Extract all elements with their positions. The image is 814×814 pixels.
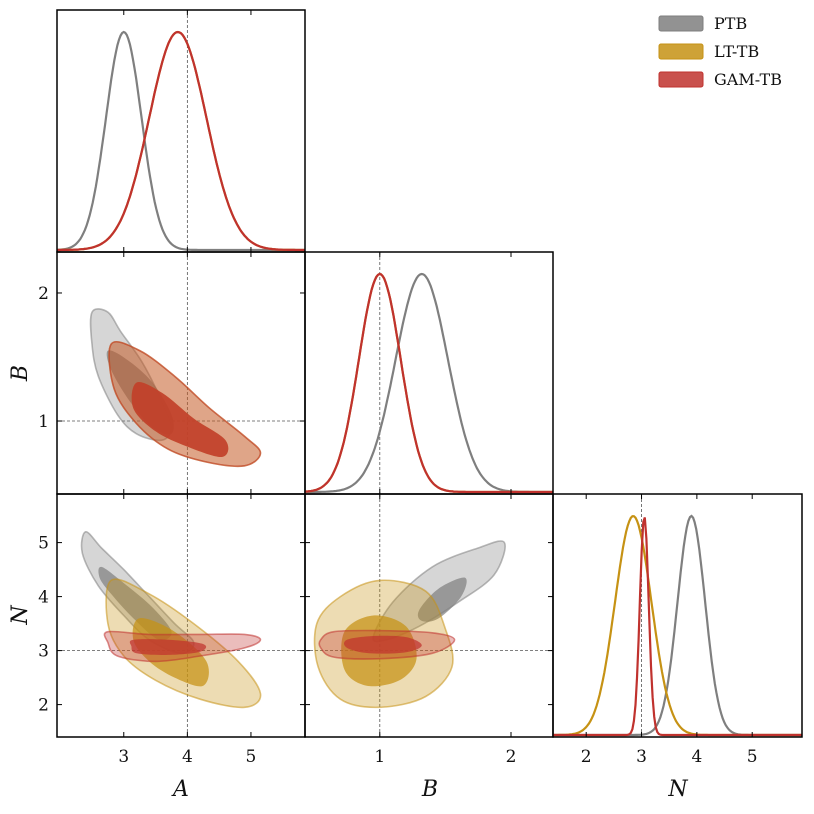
guides-B-vs-A	[57, 252, 305, 494]
guides-N-vs-A	[57, 494, 305, 737]
y-tick-label-N-2: 2	[38, 696, 49, 716]
legend-label-gamtb: GAM-TB	[714, 70, 782, 89]
marginal-gamtb-B	[304, 272, 553, 494]
marginal-ptb-N	[553, 514, 802, 737]
marginal-gamtb-A	[57, 30, 305, 252]
x-tick-label-B-2: 2	[506, 747, 517, 767]
contour-inner-gamtb-A-B	[131, 382, 229, 457]
y-tick-label-B-2: 2	[38, 284, 49, 304]
marginal-lttb-A	[57, 30, 305, 252]
fills-N-vs-B	[313, 540, 506, 709]
legend-swatch-ptb	[658, 15, 704, 32]
panel-B-vs-A	[56, 251, 306, 495]
y-tick-label-B-1: 1	[38, 412, 49, 432]
tick-marks	[57, 10, 753, 737]
x-tick-label-B-1: 1	[374, 747, 385, 767]
axis-label-A-x: A	[171, 777, 189, 802]
panel-B-marginal	[304, 251, 554, 495]
legend-label-ptb: PTB	[714, 14, 747, 33]
marginal-gamtb-N	[553, 517, 802, 737]
marginal-lttb-N	[553, 515, 802, 737]
marginal-lttb-B	[304, 272, 553, 494]
marginal-ptb-B	[305, 272, 553, 494]
axis-label-B-y: B	[8, 365, 33, 382]
x-tick-label-N-4: 4	[691, 747, 702, 767]
x-tick-label-A-3: 3	[118, 747, 129, 767]
panel-N-marginal	[552, 493, 803, 738]
contour-inner-gamtb-B-N	[343, 635, 422, 654]
panel-N-vs-B	[304, 493, 554, 738]
x-tick-label-N-3: 3	[636, 747, 647, 767]
panel-A-marginal	[56, 9, 306, 253]
x-tick-label-A-5: 5	[246, 747, 257, 767]
y-tick-label-N-5: 5	[38, 534, 49, 554]
x-tick-label-N-2: 2	[581, 747, 592, 767]
fills-N-vs-A	[80, 531, 262, 709]
legend-label-lttb: LT-TB	[714, 42, 759, 61]
panel-N-vs-A	[56, 493, 306, 738]
axis-label-N-y: N	[8, 605, 33, 626]
y-tick-label-N-3: 3	[38, 642, 49, 662]
axis-label-N-x: N	[667, 777, 688, 802]
contour-outer-gamtb-A-B	[108, 340, 262, 468]
fills-B-vs-A	[89, 308, 262, 468]
marginal-ptb-A	[56, 30, 305, 252]
contour-inner-ptb-B-N	[417, 577, 467, 622]
legend: PTB LT-TB GAM-TB	[658, 14, 782, 89]
x-tick-label-N-5: 5	[747, 747, 758, 767]
legend-swatch-lttb	[658, 43, 704, 60]
lines-N-marginal	[553, 514, 802, 737]
legend-swatch-gamtb	[658, 71, 704, 88]
x-tick-label-A-4: 4	[182, 747, 193, 767]
lines-A-marginal	[56, 30, 305, 252]
lines-B-marginal	[304, 272, 553, 494]
y-tick-label-N-4: 4	[38, 588, 49, 608]
tick-labels: 3 4 5 1 2 2 3 4 5 1 2 2 3 4 5	[38, 284, 757, 767]
contour-inner-gamtb-A-N	[129, 639, 207, 655]
axis-label-B-x: B	[421, 777, 438, 802]
